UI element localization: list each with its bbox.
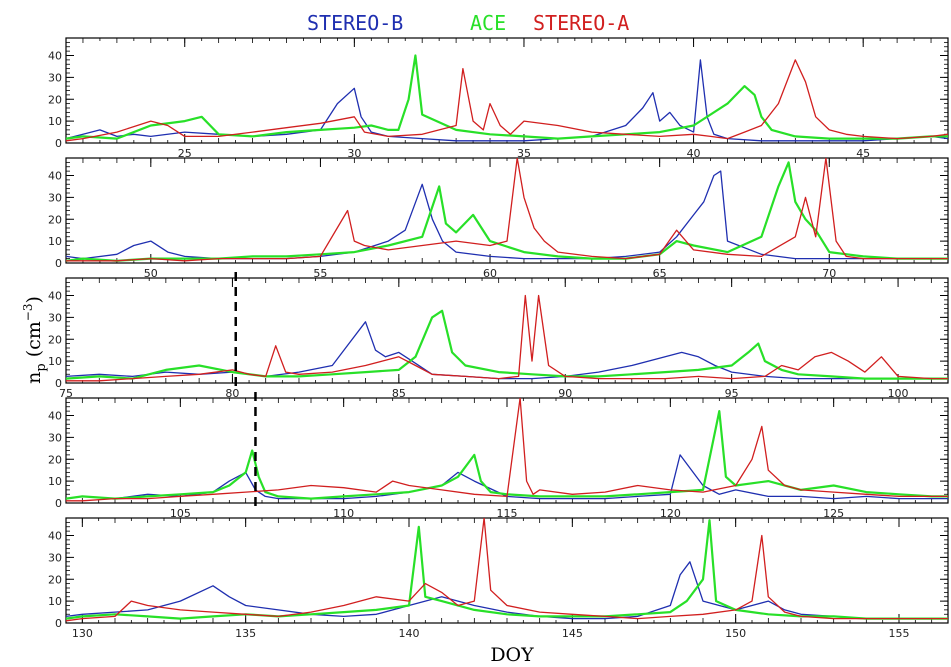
x-tick-label: 120 bbox=[660, 507, 681, 520]
y-axis-label-exp: −3 bbox=[21, 304, 35, 322]
x-tick-label: 105 bbox=[170, 507, 191, 520]
legend: STEREO-B ACE STEREO-A bbox=[307, 11, 629, 35]
y-tick-label: 10 bbox=[48, 235, 62, 248]
svg-text:np (cm−3): np (cm−3) bbox=[21, 296, 49, 384]
x-tick-label: 35 bbox=[517, 147, 531, 160]
panel-5: 130 135 140 145 150 155 0 10 20 30 40 bbox=[48, 517, 949, 640]
series-stereo-a bbox=[66, 518, 948, 622]
series-stereo-b bbox=[66, 454, 948, 500]
x-tick-label: 60 bbox=[483, 267, 497, 280]
x-tick-label: 150 bbox=[725, 627, 746, 640]
y-tick-label: 0 bbox=[55, 497, 62, 510]
y-axis-label-unit: (cm bbox=[23, 321, 45, 357]
panel-2: 50 55 60 65 70 0 10 20 30 40 bbox=[48, 157, 949, 280]
y-tick-label: 30 bbox=[48, 431, 62, 444]
x-tick-label: 45 bbox=[856, 147, 870, 160]
x-tick-label: 40 bbox=[687, 147, 701, 160]
x-tick-label: 50 bbox=[144, 267, 158, 280]
legend-stereo-b: STEREO-B bbox=[307, 11, 403, 35]
x-tick-label: 145 bbox=[562, 627, 583, 640]
panel-frame bbox=[65, 517, 949, 624]
x-tick-label: 95 bbox=[725, 387, 739, 400]
x-tick-label: 100 bbox=[888, 387, 909, 400]
y-tick-label: 40 bbox=[48, 290, 62, 303]
panel-frame bbox=[65, 37, 949, 144]
x-tick-label: 155 bbox=[889, 627, 910, 640]
y-axis-label-main: n bbox=[23, 372, 45, 384]
panel-3: 75 80 85 90 95 100 0 10 20 30 40 bbox=[48, 272, 949, 400]
series-ace bbox=[66, 54, 948, 140]
x-tick-label: 90 bbox=[558, 387, 572, 400]
y-tick-label: 0 bbox=[55, 257, 62, 270]
x-tick-label: 55 bbox=[313, 267, 327, 280]
series-stereo-a bbox=[66, 59, 948, 142]
series-ace bbox=[66, 410, 948, 500]
x-axis-label: DOY bbox=[490, 644, 534, 666]
x-tick-label: 135 bbox=[235, 627, 256, 640]
y-tick-label: 20 bbox=[48, 93, 62, 106]
x-tick-label: 70 bbox=[822, 267, 836, 280]
y-tick-label: 40 bbox=[48, 410, 62, 423]
legend-ace: ACE bbox=[470, 11, 506, 35]
series-ace bbox=[66, 161, 948, 262]
x-tick-label: 65 bbox=[653, 267, 667, 280]
legend-stereo-a: STEREO-A bbox=[533, 11, 629, 35]
y-axis-label-sub: p bbox=[34, 363, 49, 371]
y-tick-label: 40 bbox=[48, 170, 62, 183]
series-stereo-b bbox=[66, 561, 948, 620]
panel-4: 105 110 115 120 125 0 10 20 30 40 bbox=[48, 392, 949, 520]
y-tick-label: 20 bbox=[48, 573, 62, 586]
y-tick-label: 30 bbox=[48, 71, 62, 84]
y-tick-label: 30 bbox=[48, 311, 62, 324]
panel-frame bbox=[65, 277, 949, 384]
y-tick-label: 20 bbox=[48, 333, 62, 346]
y-tick-label: 0 bbox=[55, 617, 62, 630]
x-tick-label: 80 bbox=[225, 387, 239, 400]
x-tick-label: 115 bbox=[497, 507, 518, 520]
y-tick-label: 20 bbox=[48, 453, 62, 466]
series-stereo-b bbox=[66, 170, 948, 260]
x-tick-label: 25 bbox=[178, 147, 192, 160]
y-tick-label: 0 bbox=[55, 137, 62, 150]
series-ace bbox=[66, 309, 948, 380]
x-tick-label: 30 bbox=[347, 147, 361, 160]
y-axis-label-close: ) bbox=[23, 296, 45, 303]
x-tick-label: 125 bbox=[823, 507, 844, 520]
y-axis-label: np (cm−3) bbox=[21, 296, 49, 384]
y-tick-label: 40 bbox=[48, 50, 62, 63]
series-stereo-a bbox=[66, 158, 948, 262]
series-stereo-b bbox=[66, 321, 948, 380]
y-tick-label: 30 bbox=[48, 551, 62, 564]
y-tick-label: 10 bbox=[48, 595, 62, 608]
panel-1: 25 30 35 40 45 0 10 20 30 40 bbox=[48, 37, 949, 160]
x-tick-label: 85 bbox=[392, 387, 406, 400]
x-tick-label: 130 bbox=[72, 627, 93, 640]
series-stereo-b bbox=[66, 59, 948, 142]
x-tick-label: 110 bbox=[333, 507, 354, 520]
series-stereo-a bbox=[66, 294, 948, 382]
y-tick-label: 10 bbox=[48, 475, 62, 488]
y-tick-label: 10 bbox=[48, 115, 62, 128]
y-tick-label: 40 bbox=[48, 530, 62, 543]
y-tick-label: 20 bbox=[48, 213, 62, 226]
y-tick-label: 0 bbox=[55, 377, 62, 390]
y-tick-label: 30 bbox=[48, 191, 62, 204]
series-stereo-a bbox=[66, 398, 948, 502]
y-tick-label: 10 bbox=[48, 355, 62, 368]
x-tick-label: 75 bbox=[59, 387, 73, 400]
series-ace bbox=[66, 519, 948, 620]
x-tick-label: 140 bbox=[399, 627, 420, 640]
